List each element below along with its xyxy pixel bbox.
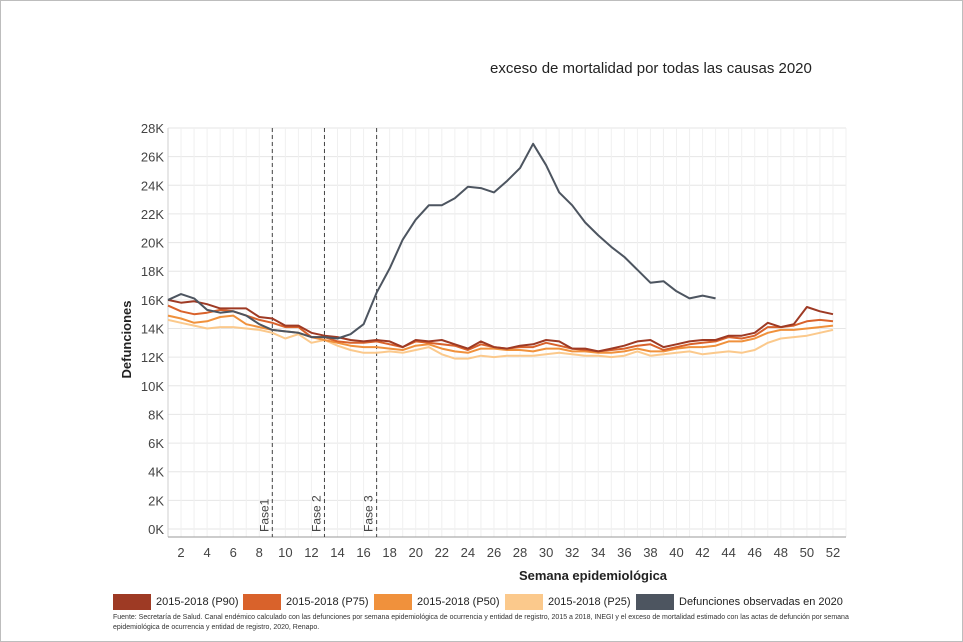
chart-legend: 2015-2018 (P90) 2015-2018 (P75) 2015-201… [113,592,853,612]
x-tick-label: 6 [230,545,237,560]
y-tick-label: 24K [141,178,164,193]
x-tick-label: 44 [721,545,735,560]
legend-swatch-p50 [374,594,412,610]
y-tick-label: 8K [148,407,164,422]
y-tick-label: 0K [148,522,164,537]
y-tick-label: 20K [141,236,164,251]
x-tick-label: 4 [203,545,210,560]
x-tick-label: 42 [695,545,709,560]
legend-label-p25: 2015-2018 (P25) [548,596,631,608]
x-tick-label: 32 [565,545,579,560]
legend-item-p75: 2015-2018 (P75) [243,592,369,612]
phase-label: Fase 2 [309,495,323,532]
x-tick-label: 46 [747,545,761,560]
x-tick-label: 50 [800,545,814,560]
x-axis-title: Semana epidemiológica [519,568,668,583]
x-tick-label: 8 [256,545,263,560]
y-axis-title: Defunciones [119,300,134,378]
y-tick-label: 18K [141,264,164,279]
x-tick-label: 16 [356,545,370,560]
legend-label-p90: 2015-2018 (P90) [156,596,239,608]
y-tick-label: 26K [141,150,164,165]
y-tick-label: 22K [141,207,164,222]
x-tick-label: 22 [435,545,449,560]
source-note: Fuente: Secretaría de Salud. Canal endém… [113,614,849,631]
x-tick-label: 2 [177,545,184,560]
y-tick-label: 28K [141,121,164,136]
y-tick-label: 14K [141,322,164,337]
x-tick-label: 24 [461,545,475,560]
legend-label-observed-2020: Defunciones observadas en 2020 [679,596,843,608]
series-line-2015-2018-p90 [167,298,834,353]
x-tick-label: 26 [487,545,501,560]
x-tick-label: 10 [278,545,292,560]
y-tick-label: 10K [141,379,164,394]
legend-label-p75: 2015-2018 (P75) [286,596,369,608]
legend-item-observed-2020: Defunciones observadas en 2020 [636,592,843,612]
series-line-defunciones-observadas-en-2020 [167,142,716,340]
x-tick-label: 20 [408,545,422,560]
legend-item-p25: 2015-2018 (P25) [505,592,631,612]
phase-label: Fase1 [257,498,271,532]
legend-swatch-p75 [243,594,281,610]
x-tick-label: 18 [382,545,396,560]
x-tick-label: 48 [774,545,788,560]
x-tick-label: 40 [669,545,683,560]
x-tick-label: 34 [591,545,605,560]
y-tick-label: 12K [141,350,164,365]
x-tick-label: 28 [513,545,527,560]
x-tick-label: 36 [617,545,631,560]
y-tick-label: 16K [141,293,164,308]
x-tick-label: 14 [330,545,344,560]
legend-label-p50: 2015-2018 (P50) [417,596,500,608]
legend-item-p50: 2015-2018 (P50) [374,592,500,612]
series-line-2015-2018-p25 [167,318,834,360]
y-tick-label: 4K [148,465,164,480]
y-tick-label: 2K [148,493,164,508]
y-tick-label: 6K [148,436,164,451]
x-tick-label: 12 [304,545,318,560]
chart-title: exceso de mortalidad por todas las causa… [490,60,812,77]
legend-swatch-p90 [113,594,151,610]
x-tick-label: 52 [826,545,840,560]
x-tick-label: 30 [539,545,553,560]
legend-swatch-p25 [505,594,543,610]
phase-label: Fase 3 [362,495,376,532]
legend-swatch-observed-2020 [636,594,674,610]
legend-item-p90: 2015-2018 (P90) [113,592,239,612]
x-tick-label: 38 [643,545,657,560]
